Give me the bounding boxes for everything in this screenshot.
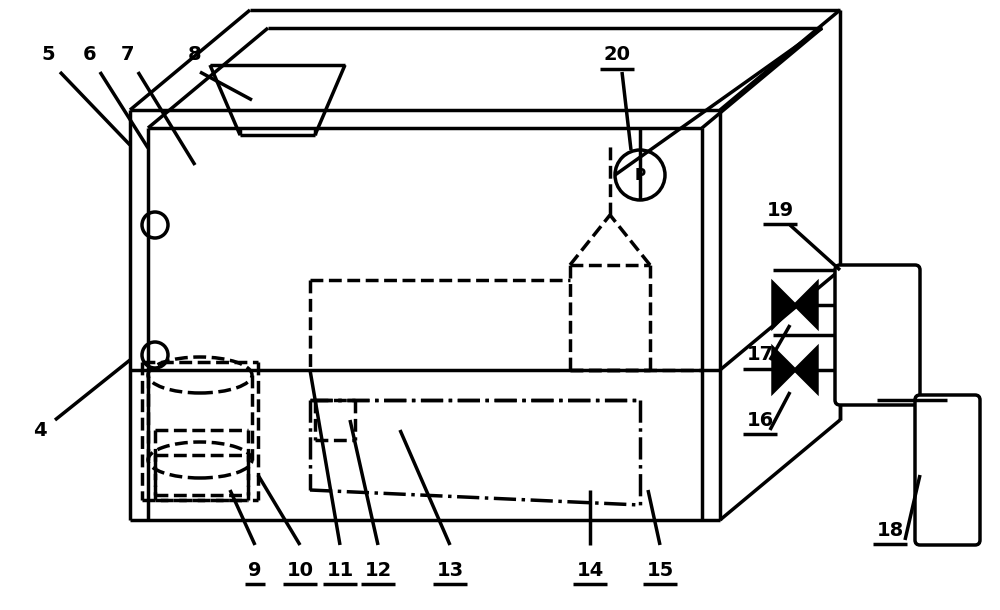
- FancyBboxPatch shape: [835, 265, 920, 405]
- Text: 8: 8: [188, 46, 202, 65]
- Text: 17: 17: [746, 345, 774, 365]
- Polygon shape: [795, 283, 817, 327]
- Text: 13: 13: [436, 561, 464, 580]
- Text: 10: 10: [287, 561, 314, 580]
- Text: 7: 7: [121, 46, 135, 65]
- Polygon shape: [795, 348, 817, 392]
- Text: 6: 6: [83, 46, 97, 65]
- Text: P: P: [634, 168, 646, 182]
- Text: 15: 15: [646, 561, 674, 580]
- Text: 4: 4: [33, 420, 47, 439]
- Text: 18: 18: [876, 520, 904, 539]
- Text: 16: 16: [746, 411, 774, 429]
- Text: 20: 20: [604, 46, 631, 65]
- Text: 12: 12: [364, 561, 392, 580]
- Text: 5: 5: [41, 46, 55, 65]
- Polygon shape: [773, 348, 795, 392]
- Polygon shape: [773, 283, 795, 327]
- FancyBboxPatch shape: [915, 395, 980, 545]
- Text: 9: 9: [248, 561, 262, 580]
- Text: 11: 11: [326, 561, 354, 580]
- Text: 19: 19: [766, 201, 794, 220]
- Text: 14: 14: [576, 561, 604, 580]
